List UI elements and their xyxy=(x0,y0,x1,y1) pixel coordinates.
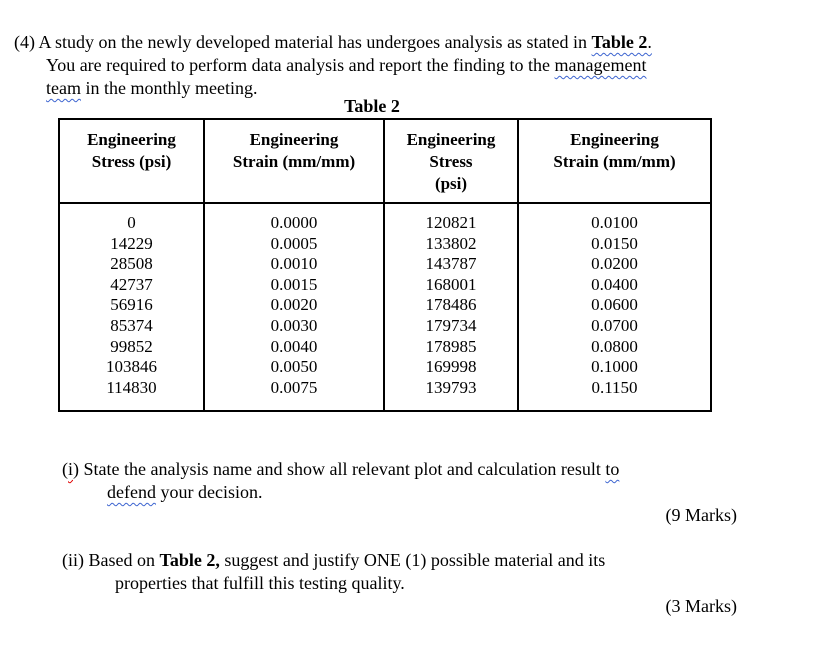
table-row: 14229 0.0005 133802 0.0150 xyxy=(58,233,712,255)
question-number: (4) xyxy=(14,32,39,52)
table-cell: 0.0005 xyxy=(203,233,385,255)
table-cell: 168001 xyxy=(383,274,519,296)
table-cell: 42737 xyxy=(58,274,205,296)
table-cell: 169998 xyxy=(383,357,519,378)
table-cell: 0.0020 xyxy=(203,295,385,316)
table-cell: 28508 xyxy=(58,254,205,275)
table-cell: 14229 xyxy=(58,233,205,255)
flagged-word-team: team xyxy=(46,78,81,98)
table-cell: 0.0050 xyxy=(203,357,385,378)
table-cell: 0.0030 xyxy=(203,315,385,337)
table-cell: 0.1150 xyxy=(517,377,712,412)
table-cell: 0.0010 xyxy=(203,254,385,275)
table-cell: 0.0150 xyxy=(517,233,712,255)
sub-ii-text-1: Based on xyxy=(88,550,160,570)
table-cell: 178486 xyxy=(383,295,519,316)
table-cell: 0.0000 xyxy=(203,203,385,234)
table-cell: 114830 xyxy=(58,377,205,412)
table-cell: 0.0400 xyxy=(517,274,712,296)
table-cell: 0.0200 xyxy=(517,254,712,275)
table-cell: 120821 xyxy=(383,203,519,234)
header-eng-strain-2: Engineering Strain (mm/mm) xyxy=(517,119,712,204)
sub-ii-label: (ii) xyxy=(62,550,89,570)
sub-i-label-close: ) xyxy=(73,459,84,479)
table-cell: 0 xyxy=(58,203,205,234)
header-line: Engineering xyxy=(570,130,659,149)
table-row: 56916 0.0020 178486 0.0600 xyxy=(58,295,712,316)
sub-question-ii-line-1: (ii) Based on Table 2, suggest and justi… xyxy=(62,549,605,572)
sub-i-label-letter: i xyxy=(68,459,74,479)
table-cell: 133802 xyxy=(383,233,519,255)
table-cell: 143787 xyxy=(383,254,519,275)
question-text-3: in the monthly meeting. xyxy=(80,78,258,98)
question-4-line-2: You are required to perform data analysi… xyxy=(46,54,647,77)
header-line: Engineering xyxy=(249,130,339,149)
table-cell: 99852 xyxy=(58,336,205,358)
header-eng-stress-1: Engineering Stress (psi) xyxy=(58,119,205,204)
table-cell: 103846 xyxy=(58,357,205,378)
question-4-line-3: team in the monthly meeting. xyxy=(46,77,257,100)
table-cell: 85374 xyxy=(58,315,205,337)
table-cell: 0.0100 xyxy=(517,203,712,234)
table-cell: 0.0015 xyxy=(203,274,385,296)
sub-question-ii-line-2: properties that fulfill this testing qua… xyxy=(115,572,405,595)
table-row: 99852 0.0040 178985 0.0800 xyxy=(58,336,712,358)
table-cell: 0.0700 xyxy=(517,315,712,337)
sub-i-text-1: State the analysis name and show all rel… xyxy=(83,459,606,479)
question-text-1: A study on the newly developed material … xyxy=(38,32,592,52)
table-row: 85374 0.0030 179734 0.0700 xyxy=(58,315,712,337)
table-cell: 56916 xyxy=(58,295,205,316)
question-text-2: You are required to perform data analysi… xyxy=(46,55,555,75)
stress-strain-table: Engineering Stress (psi) Engineering Str… xyxy=(58,118,712,413)
table-row: 114830 0.0075 139793 0.1150 xyxy=(58,377,712,412)
sub-question-i-line-1: (i) State the analysis name and show all… xyxy=(62,458,619,481)
question-text-1-end: . xyxy=(647,32,652,52)
marks-3: (3 Marks) xyxy=(665,596,737,616)
table-2-caption: Table 2 xyxy=(344,96,400,116)
table-cell: 0.0075 xyxy=(203,377,385,412)
table-row: 0 0.0000 120821 0.0100 xyxy=(58,203,712,234)
table-2-reference-2: Table 2, xyxy=(159,550,220,570)
table-cell: 139793 xyxy=(383,377,519,412)
question-4-line-1: (4) A study on the newly developed mater… xyxy=(14,31,652,54)
table-row: 42737 0.0015 168001 0.0400 xyxy=(58,274,712,296)
header-line: Stress (psi) xyxy=(91,152,172,171)
header-line: Engineering xyxy=(406,130,496,149)
header-line: Strain (mm/mm) xyxy=(553,152,676,171)
table-cell: 0.0600 xyxy=(517,295,712,316)
sub-i-label-open: ( xyxy=(62,459,68,479)
table-2-reference-bold: Table 2 xyxy=(591,32,648,52)
header-line: Stress xyxy=(429,152,473,171)
marks-9: (9 Marks) xyxy=(665,505,737,525)
flagged-word-defend: defend xyxy=(107,482,156,502)
table-cell: 0.0800 xyxy=(517,336,712,358)
sub-i-text-2: your decision. xyxy=(155,482,263,502)
sub-ii-text-1-end: suggest and justify ONE (1) possible mat… xyxy=(219,550,606,570)
table-cell: 178985 xyxy=(383,336,519,358)
header-line: (psi) xyxy=(434,174,468,193)
header-line: Strain (mm/mm) xyxy=(232,152,356,171)
table-2-reference: Table 2. xyxy=(592,32,652,52)
table-cell: 179734 xyxy=(383,315,519,337)
header-line: Engineering xyxy=(87,130,176,149)
table-row: 103846 0.0050 169998 0.1000 xyxy=(58,357,712,378)
flagged-word-to: to xyxy=(605,459,620,479)
header-eng-strain-1: Engineering Strain (mm/mm) xyxy=(203,119,385,204)
flagged-word-management: management xyxy=(554,55,647,75)
sub-ii-text-2: properties that fulfill this testing qua… xyxy=(115,573,405,593)
table-row: 28508 0.0010 143787 0.0200 xyxy=(58,254,712,275)
header-eng-stress-2: Engineering Stress (psi) xyxy=(383,119,519,204)
table-cell: 0.0040 xyxy=(203,336,385,358)
sub-question-i-line-2: defend your decision. xyxy=(107,481,262,504)
table-header-row: Engineering Stress (psi) Engineering Str… xyxy=(58,119,712,204)
table-cell: 0.1000 xyxy=(517,357,712,378)
